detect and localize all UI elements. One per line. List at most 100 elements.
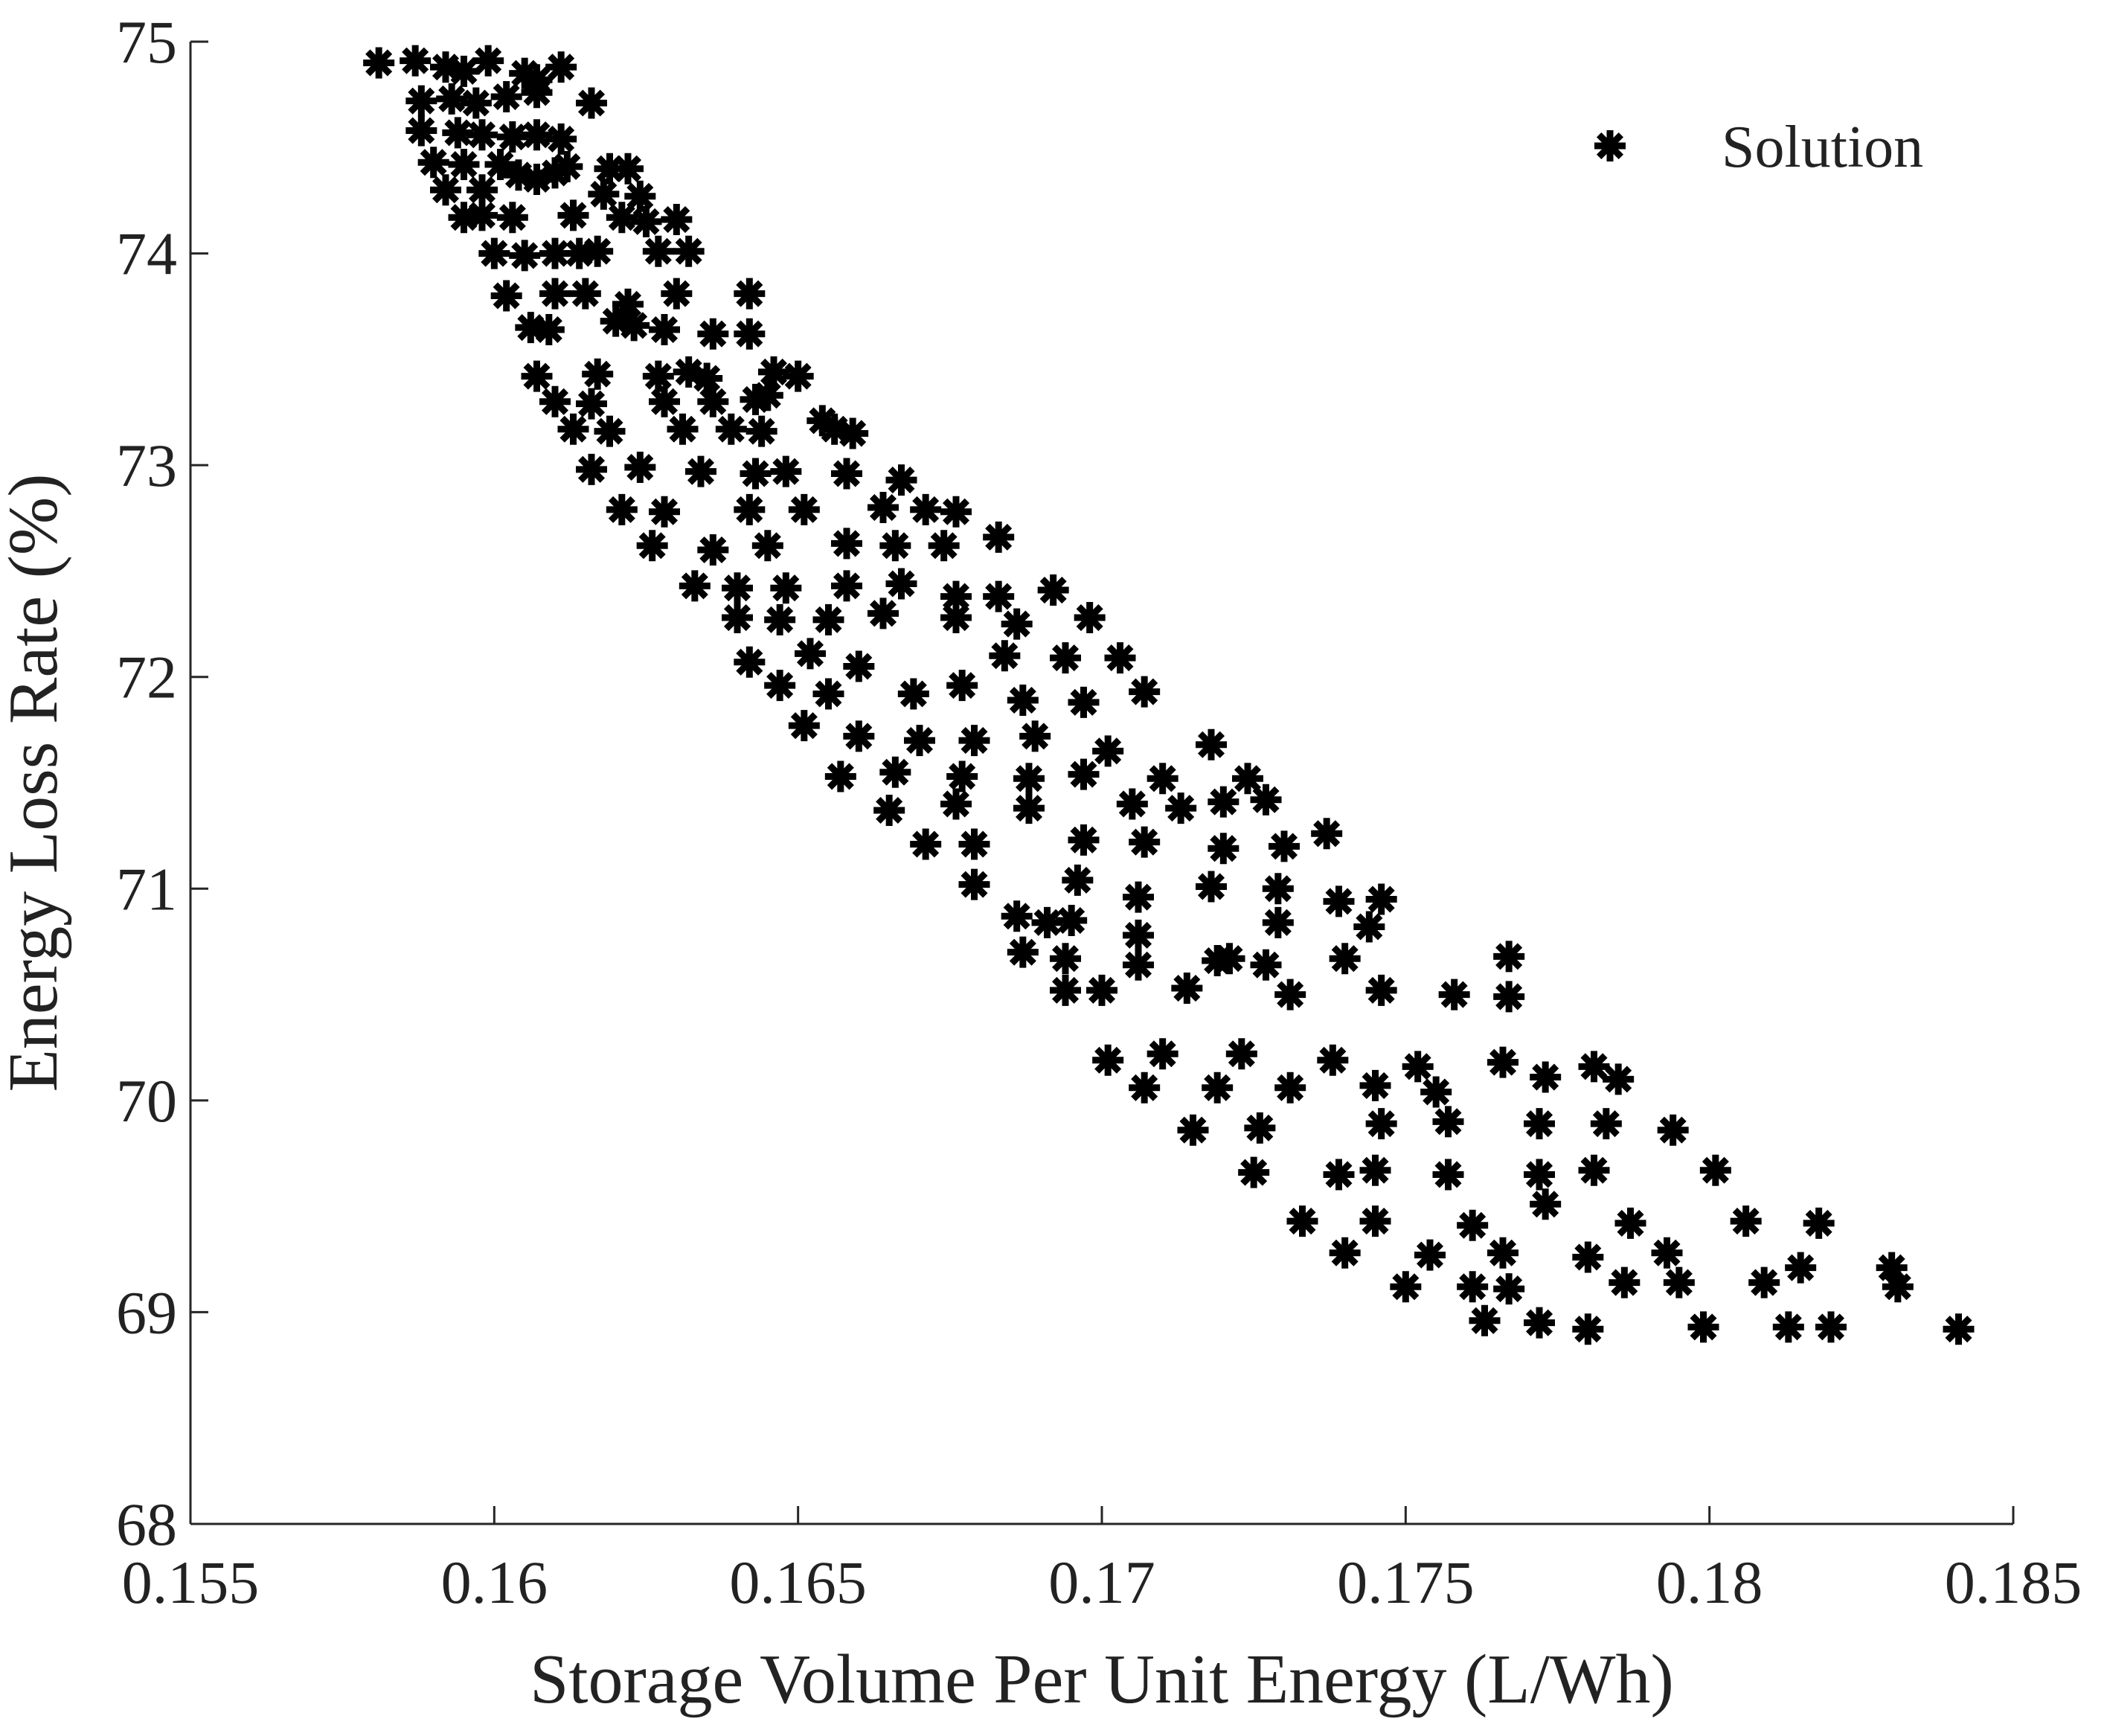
data-point — [649, 314, 680, 346]
data-point — [1238, 1156, 1270, 1188]
data-point — [1213, 943, 1245, 975]
y-tick-label: 74 — [116, 220, 177, 288]
data-point — [1123, 881, 1154, 913]
data-point — [1050, 642, 1081, 674]
data-point — [1171, 973, 1203, 1005]
data-point — [1013, 763, 1045, 795]
data-point — [1614, 1207, 1646, 1239]
data-point — [1414, 1239, 1446, 1271]
data-point — [1202, 1072, 1234, 1104]
data-point — [661, 278, 693, 310]
data-point — [1123, 949, 1154, 981]
data-point — [1092, 735, 1124, 767]
data-point — [685, 455, 716, 487]
data-point — [843, 720, 875, 752]
data-point — [405, 85, 437, 117]
data-point — [697, 385, 729, 417]
data-point — [1196, 871, 1227, 903]
data-point — [472, 45, 504, 77]
data-point — [1469, 1304, 1501, 1336]
data-point — [770, 455, 802, 487]
data-point — [1092, 1044, 1124, 1076]
data-point — [740, 458, 772, 490]
data-point — [466, 199, 498, 231]
data-point — [1815, 1311, 1847, 1343]
data-point — [715, 413, 747, 445]
data-point — [1493, 981, 1525, 1013]
data-point — [940, 788, 972, 820]
data-point — [1578, 1154, 1610, 1186]
data-point — [1365, 883, 1397, 915]
data-point — [788, 710, 820, 742]
data-point — [594, 415, 626, 447]
data-point — [788, 493, 820, 525]
data-point — [576, 453, 607, 485]
data-point — [442, 117, 474, 149]
y-tick-label: 72 — [116, 644, 177, 711]
data-point — [722, 602, 753, 634]
data-point — [1402, 1051, 1434, 1083]
data-point — [1524, 1159, 1555, 1191]
data-point — [940, 496, 972, 528]
data-point — [521, 77, 553, 109]
data-point — [764, 603, 796, 635]
data-point — [1019, 720, 1051, 752]
data-point — [812, 678, 844, 710]
data-point — [1146, 1038, 1178, 1070]
data-point — [624, 451, 656, 483]
y-tick-label: 73 — [116, 432, 177, 499]
data-point — [1001, 608, 1033, 640]
data-point — [734, 278, 766, 310]
data-point — [1329, 943, 1361, 975]
data-point — [1657, 1114, 1689, 1146]
data-point — [1007, 936, 1039, 968]
y-ticks: 68 69 70 71 72 73 74 75 — [116, 8, 208, 1558]
data-point — [1317, 1044, 1349, 1076]
y-tick-label: 71 — [116, 855, 177, 923]
data-point — [1225, 1038, 1257, 1070]
data-point — [1068, 686, 1100, 718]
data-point — [1050, 943, 1081, 975]
data-point — [1432, 1106, 1464, 1138]
data-point — [1329, 1237, 1361, 1269]
legend: Solution — [1594, 115, 1923, 180]
data-point — [582, 235, 614, 267]
y-axis-title: Energy Loss Rate (%) — [0, 474, 72, 1092]
x-tick-label: 0.17 — [1048, 1548, 1155, 1616]
data-point — [1196, 728, 1227, 760]
data-point — [958, 828, 990, 860]
data-point — [697, 534, 729, 566]
data-point — [1687, 1311, 1719, 1343]
data-point — [837, 417, 869, 449]
data-point — [1286, 1205, 1318, 1237]
data-point — [1487, 1237, 1518, 1269]
data-point — [1086, 974, 1117, 1006]
data-point — [885, 464, 917, 496]
data-point — [734, 493, 766, 525]
data-point — [958, 725, 990, 757]
data-point — [466, 119, 498, 151]
data-point — [478, 237, 510, 269]
data-point — [831, 570, 862, 602]
data-point — [1359, 1154, 1391, 1186]
data-point — [1803, 1207, 1835, 1239]
data-point — [436, 83, 468, 115]
data-point — [1603, 1063, 1635, 1095]
data-point — [1572, 1313, 1604, 1345]
data-point — [751, 530, 783, 562]
data-point — [606, 493, 638, 525]
data-point — [1432, 1159, 1464, 1191]
data-point — [1208, 786, 1239, 818]
data-point — [1365, 1108, 1397, 1140]
data-point — [910, 828, 942, 860]
data-point — [745, 415, 777, 447]
data-point — [1269, 830, 1300, 862]
data-point — [1262, 873, 1294, 905]
data-point — [1438, 978, 1470, 1010]
data-point — [910, 493, 942, 525]
data-point — [1572, 1241, 1604, 1273]
data-point — [1663, 1266, 1695, 1298]
data-point — [667, 413, 699, 445]
